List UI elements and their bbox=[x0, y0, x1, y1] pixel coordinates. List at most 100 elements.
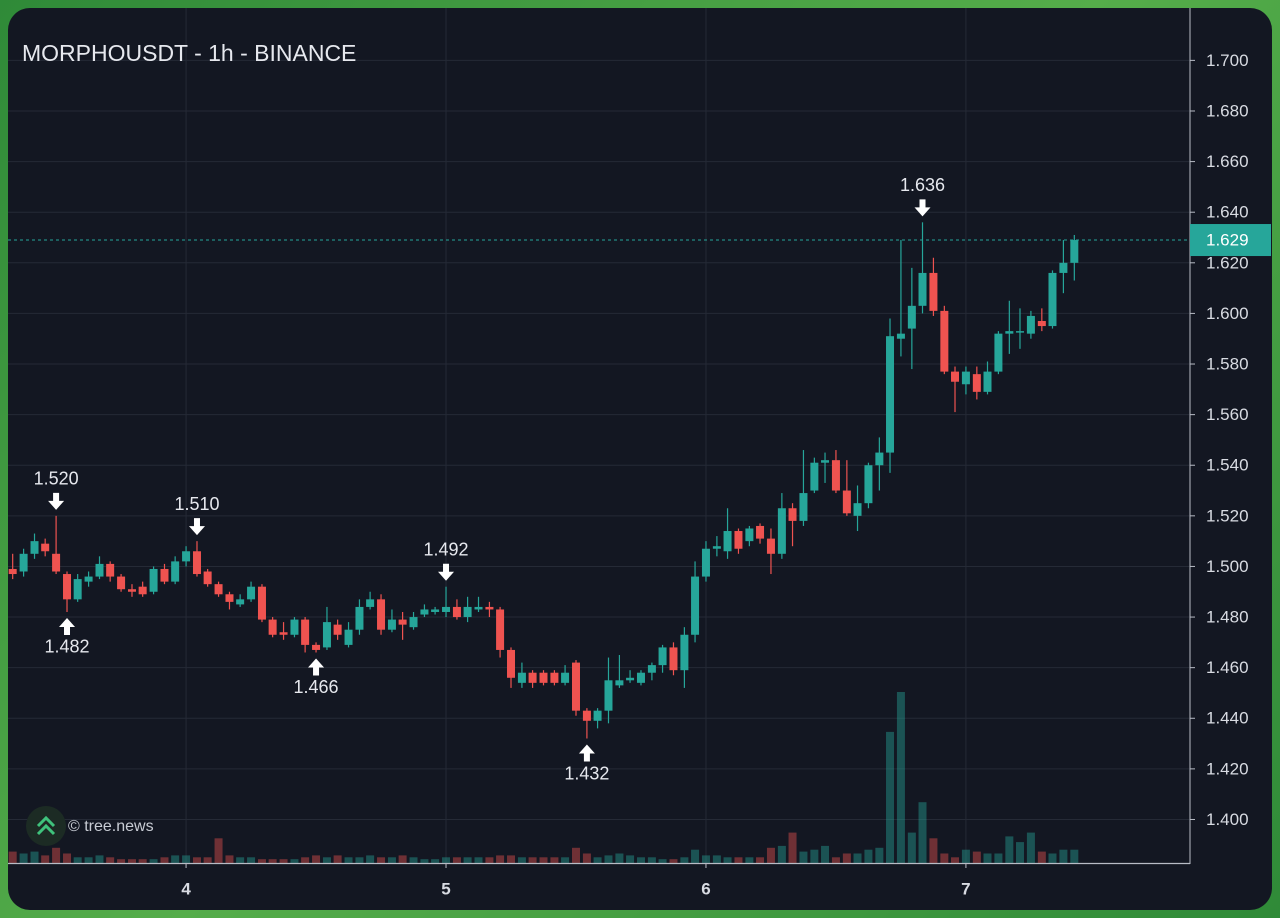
candle-body bbox=[247, 586, 256, 600]
volume-bar bbox=[409, 857, 418, 863]
candle-body bbox=[701, 548, 710, 577]
candle-body bbox=[41, 543, 50, 552]
candle-body bbox=[1037, 321, 1046, 327]
candle-body bbox=[322, 622, 331, 648]
candle-body bbox=[312, 644, 321, 650]
volume-bar bbox=[106, 857, 115, 863]
volume-bar bbox=[951, 857, 960, 863]
volume-bar bbox=[550, 857, 559, 863]
candle-body bbox=[377, 599, 386, 630]
candle-body bbox=[864, 465, 873, 504]
volume-bar bbox=[377, 857, 386, 863]
volume-bar bbox=[301, 857, 310, 863]
volume-bar bbox=[485, 857, 494, 863]
volume-bar bbox=[30, 851, 39, 863]
volume-bar bbox=[517, 857, 526, 863]
volume-bar bbox=[658, 859, 667, 863]
low-label: 1.432 bbox=[564, 763, 609, 783]
candle-body bbox=[994, 333, 1003, 372]
candle-body bbox=[517, 672, 526, 683]
volume-bar bbox=[333, 855, 342, 863]
high-label: 1.520 bbox=[34, 469, 79, 489]
candle-body bbox=[52, 553, 61, 572]
candle-body bbox=[1048, 272, 1057, 327]
candle-body bbox=[1059, 262, 1068, 273]
candle-body bbox=[485, 606, 494, 610]
volume-bar bbox=[366, 855, 375, 863]
volume-bar bbox=[528, 857, 537, 863]
candle-body bbox=[225, 594, 234, 602]
volume-bar bbox=[647, 857, 656, 863]
candle-body bbox=[647, 665, 656, 673]
volume-bar bbox=[669, 859, 678, 863]
candle-body bbox=[907, 305, 916, 329]
volume-bar bbox=[149, 859, 158, 863]
volume-bar bbox=[1070, 849, 1079, 863]
volume-bar bbox=[225, 855, 234, 863]
volume-bar bbox=[723, 857, 732, 863]
candle-body bbox=[409, 617, 418, 628]
y-tick-label: 1.460 bbox=[1206, 658, 1249, 677]
candle-body bbox=[539, 672, 548, 683]
volume-bar bbox=[853, 853, 862, 863]
candle-body bbox=[398, 619, 407, 625]
volume-bar bbox=[268, 859, 277, 863]
volume-bar bbox=[420, 859, 429, 863]
candle-body bbox=[63, 574, 72, 600]
candle-body bbox=[149, 568, 158, 592]
candle-body bbox=[821, 460, 830, 463]
candle-body bbox=[236, 599, 245, 605]
volume-bar bbox=[972, 851, 981, 863]
candle-body bbox=[474, 606, 483, 610]
candle-body bbox=[171, 561, 180, 582]
volume-bar bbox=[507, 855, 516, 863]
candle-body bbox=[463, 606, 472, 618]
volume-bar bbox=[875, 847, 884, 863]
volume-bar bbox=[387, 857, 396, 863]
candle-body bbox=[73, 579, 82, 600]
candle-body bbox=[290, 619, 299, 635]
high-label: 1.492 bbox=[423, 539, 468, 559]
y-tick-label: 1.580 bbox=[1206, 355, 1249, 374]
candle-body bbox=[528, 672, 537, 683]
volume-bar bbox=[452, 857, 461, 863]
high-arrow bbox=[48, 492, 65, 510]
last-price-label: 1.629 bbox=[1206, 231, 1249, 250]
volume-bar bbox=[279, 859, 288, 863]
candle-body bbox=[387, 619, 396, 630]
candle-body bbox=[420, 609, 429, 615]
volume-bar bbox=[1026, 832, 1035, 863]
candle-body bbox=[842, 490, 851, 514]
candle-body bbox=[452, 606, 461, 618]
y-tick-label: 1.620 bbox=[1206, 253, 1249, 272]
candle-body bbox=[961, 371, 970, 385]
candle-body bbox=[1070, 240, 1079, 263]
candle-body bbox=[1005, 331, 1014, 334]
low-arrow bbox=[59, 617, 76, 635]
volume-bar bbox=[756, 857, 765, 863]
candle-body bbox=[344, 629, 353, 645]
volume-bar bbox=[1037, 851, 1046, 863]
candle-body bbox=[604, 680, 613, 711]
volume-bar bbox=[322, 857, 331, 863]
y-tick-label: 1.520 bbox=[1206, 506, 1249, 525]
volume-bar bbox=[842, 853, 851, 863]
candle-body bbox=[117, 576, 126, 590]
y-tick-label: 1.560 bbox=[1206, 405, 1249, 424]
candle-body bbox=[182, 551, 191, 562]
watermark: © tree.news bbox=[68, 818, 154, 835]
y-tick-label: 1.680 bbox=[1206, 101, 1249, 120]
candle-body bbox=[636, 672, 645, 683]
volume-bar bbox=[831, 857, 840, 863]
candle-body bbox=[983, 371, 992, 392]
candle-body bbox=[972, 374, 981, 392]
volume-bar bbox=[701, 855, 710, 863]
candle-body bbox=[561, 672, 570, 683]
candle-body bbox=[951, 371, 960, 382]
volume-bar bbox=[983, 853, 992, 863]
volume-bar bbox=[8, 851, 17, 863]
candle-body bbox=[799, 493, 808, 521]
volume-bar bbox=[214, 838, 223, 863]
volume-bar bbox=[864, 849, 873, 863]
candle-body bbox=[745, 528, 754, 542]
